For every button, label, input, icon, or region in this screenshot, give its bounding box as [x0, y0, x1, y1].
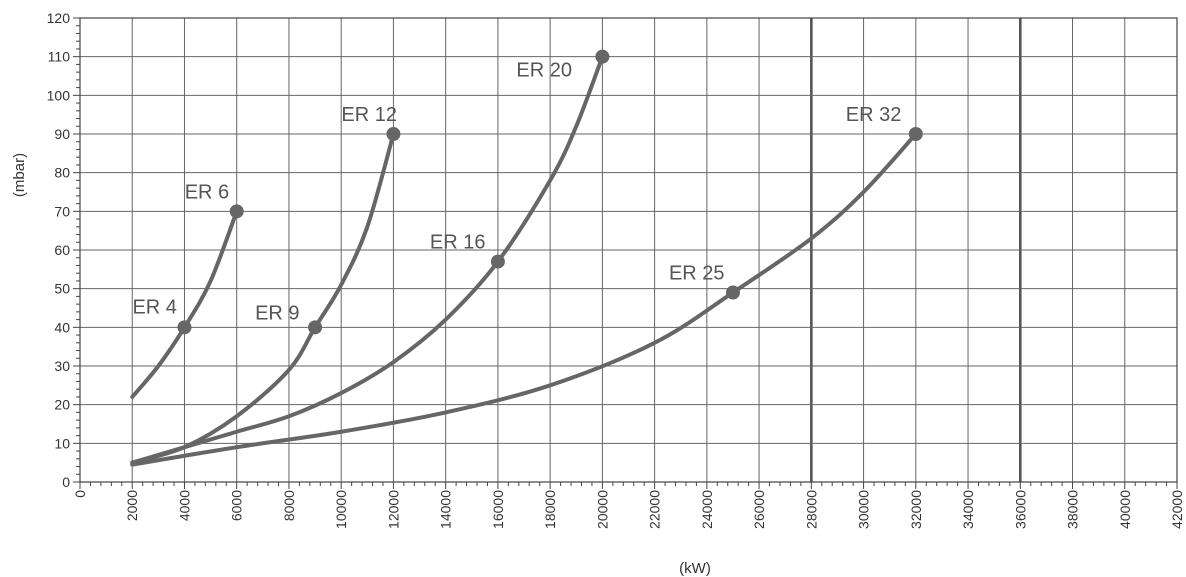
curve-label: ER 32 — [846, 104, 902, 126]
data-point-marker — [386, 127, 401, 141]
curve-label: ER 6 — [185, 181, 229, 203]
x-tick-label: 22000 — [647, 490, 663, 529]
x-axis-title: (kW) — [679, 560, 711, 577]
data-point-marker — [490, 254, 505, 269]
series-line — [130, 132, 918, 467]
x-tick-label: 24000 — [699, 490, 715, 529]
x-tick-label: 2000 — [124, 490, 140, 521]
curve-labels: ER 4 ER 6 ER 9 ER 12 ER 16 ER 20 ER 25 ER 32 — [132, 60, 901, 325]
x-tick-label: 16000 — [490, 490, 506, 529]
data-point-marker — [177, 320, 192, 335]
x-tick-label: 20000 — [594, 490, 610, 529]
curve-label: ER 4 — [132, 296, 176, 318]
y-tick-label: 40 — [54, 319, 70, 335]
x-tick-label: 36000 — [1012, 490, 1028, 529]
curve-label: ER 16 — [430, 232, 486, 254]
y-tick-label: 0 — [62, 474, 70, 490]
x-tick-label: 4000 — [176, 490, 192, 521]
x-tick-label: 30000 — [856, 490, 872, 529]
x-tick-label: 42000 — [1169, 490, 1185, 529]
x-tick-label: 8000 — [281, 490, 297, 521]
x-tick-label: 12000 — [385, 490, 401, 529]
y-tick-label: 110 — [48, 49, 71, 65]
x-tick-label: 26000 — [751, 490, 767, 529]
y-axis-title: (mbar) — [11, 153, 28, 197]
x-tick-label: 32000 — [908, 490, 924, 529]
data-point-marker — [308, 320, 323, 335]
curve-label: ER 25 — [669, 263, 725, 285]
y-tick-label: 80 — [54, 165, 70, 181]
y-tick-label: 60 — [54, 242, 70, 258]
x-tick-label: 10000 — [333, 490, 349, 529]
curve-label: ER 12 — [341, 104, 397, 126]
y-tick-label: 100 — [47, 87, 71, 103]
x-tick-label: 34000 — [960, 490, 976, 529]
x-tick-labels: 0 2000 4000 6000 8000 10000 12000 14000 16000 180… — [72, 490, 1185, 529]
y-tick-label: 120 — [47, 10, 71, 26]
x-tick-label: 28000 — [803, 490, 819, 529]
series-line — [130, 54, 605, 465]
y-tick-label: 10 — [54, 435, 70, 451]
curves — [130, 54, 918, 467]
x-tick-label: 40000 — [1117, 490, 1133, 529]
x-tick-label: 18000 — [542, 490, 558, 529]
data-point-marker — [229, 204, 244, 219]
minor-ticks — [73, 17, 1178, 489]
y-tick-labels: 0 10 20 30 40 50 60 70 80 90 100 110 120 — [47, 10, 71, 490]
curve-label: ER 20 — [516, 60, 572, 82]
markers — [177, 49, 923, 335]
y-tick-label: 50 — [54, 281, 70, 297]
y-tick-label: 20 — [54, 397, 70, 413]
y-tick-label: 70 — [54, 203, 70, 219]
x-tick-label: 6000 — [229, 490, 245, 521]
data-point-marker — [725, 285, 740, 300]
data-point-marker — [595, 49, 610, 64]
x-tick-label: 0 — [72, 490, 88, 498]
data-point-marker — [908, 127, 923, 141]
y-tick-label: 90 — [54, 126, 70, 142]
y-tick-label: 30 — [54, 358, 70, 374]
curve-label: ER 9 — [255, 302, 299, 324]
x-tick-label: 38000 — [1065, 490, 1081, 529]
x-tick-label: 14000 — [438, 490, 454, 529]
